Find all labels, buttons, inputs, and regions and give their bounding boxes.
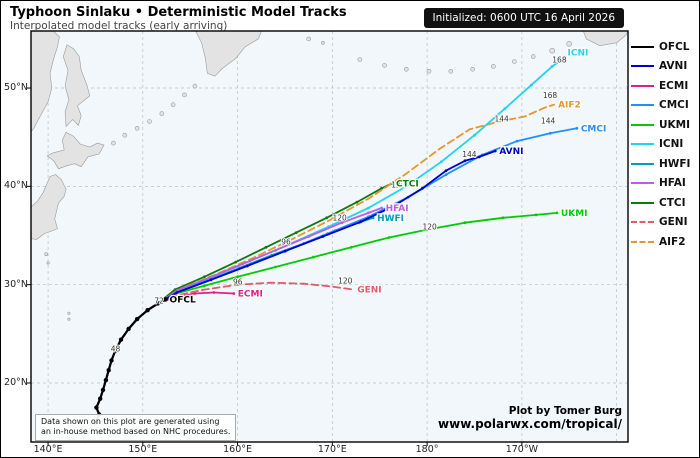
legend-item-geni: GENI <box>631 213 699 233</box>
legend-item-ecmi: ECMI <box>631 76 699 96</box>
hour-marker-label: 168 <box>543 91 558 100</box>
legend-item-ukmi: UKMI <box>631 115 699 135</box>
hour-marker-label: 120 <box>422 223 437 232</box>
lon-tick-label: 150°E <box>128 444 158 455</box>
track-label-geni: GENI <box>357 286 381 296</box>
hour-marker-label: 72 <box>154 296 164 305</box>
track-label-hfai: HFAI <box>386 204 409 214</box>
legend-swatch-hwfi <box>631 162 654 165</box>
lat-tick-label: 20°N <box>4 377 28 388</box>
credit-author: Plot by Tomer Burg <box>508 405 622 417</box>
track-label-avni: AVNI <box>499 147 523 157</box>
legend-swatch-ctci <box>631 201 654 204</box>
lon-tick-label: 180° <box>415 444 439 455</box>
disclaimer-line-2: an in-house method based on NHC procedur… <box>41 427 231 437</box>
legend-swatch-ukmi <box>631 123 654 126</box>
legend-label: AVNI <box>659 60 688 73</box>
model-tracks <box>93 57 579 425</box>
hour-marker-label: 144 <box>541 116 556 125</box>
legend-swatch-ofcl <box>631 45 654 48</box>
track-label-ofcl: OFCL <box>170 295 196 305</box>
legend-swatch-geni <box>631 221 654 224</box>
hour-marker-label: 96 <box>233 278 243 287</box>
graticule-gridlines <box>31 31 628 442</box>
track-label-ecmi: ECMI <box>238 290 263 300</box>
lat-tick-label: 30°N <box>4 278 28 290</box>
hour-marker-label: 96 <box>281 237 291 246</box>
track-label-aif2: AIF2 <box>558 101 581 111</box>
legend-item-cmci: CMCI <box>631 96 699 116</box>
forecast-hour-markers: 48 72 96 96 120 120 120 120 144 144 144 168 168 <box>110 55 568 355</box>
track-label-ctci: CTCI <box>396 179 419 189</box>
legend-item-ofcl: OFCL <box>631 37 699 57</box>
legend-item-avni: AVNI <box>631 57 699 77</box>
legend-swatch-aif2 <box>631 240 654 243</box>
legend-item-icni: ICNI <box>631 135 699 155</box>
legend-label: OFCL <box>659 40 690 53</box>
ocean-background <box>31 31 628 442</box>
legend-label: CTCI <box>659 196 686 209</box>
hour-marker-label: 120 <box>391 180 406 189</box>
legend-label: HWFI <box>659 157 691 170</box>
legend-label: GENI <box>659 216 688 229</box>
hour-marker-label: 144 <box>462 150 477 159</box>
legend-item-ctci: CTCI <box>631 193 699 213</box>
plot-title: Typhoon Sinlaku • Deterministic Model Tr… <box>10 5 347 20</box>
legend-swatch-ecmi <box>631 84 654 87</box>
legend-label: UKMI <box>659 118 691 131</box>
legend: OFCL AVNI ECMI CMCI UKMI ICNI HWFI HFAI CTCI GENI… <box>631 37 699 252</box>
legend-item-hfai: HFAI <box>631 174 699 194</box>
legend-label: HFAI <box>659 177 686 190</box>
disclaimer-note: Data shown on this plot are generated us… <box>35 414 237 441</box>
hour-marker-label: 120 <box>338 277 353 286</box>
hour-marker-label: 48 <box>111 345 121 354</box>
credit-block: Plot by Tomer Burg www.polarwx.com/tropi… <box>438 405 622 431</box>
track-label-icni: ICNI <box>568 49 589 59</box>
legend-swatch-icni <box>631 143 654 146</box>
track-label-ukmi: UKMI <box>561 209 588 219</box>
legend-swatch-avni <box>631 65 654 68</box>
landmasses <box>31 31 628 435</box>
legend-label: ICNI <box>659 138 684 151</box>
plot-subtitle: Interpolated model tracks (early arrivin… <box>10 20 228 32</box>
lon-tick-label: 170°E <box>317 444 347 455</box>
legend-item-hwfi: HWFI <box>631 154 699 174</box>
legend-swatch-hfai <box>631 182 654 185</box>
hour-marker-label: 168 <box>552 55 567 64</box>
legend-label: ECMI <box>659 79 689 92</box>
init-time-badge: Initialized: 0600 UTC 16 April 2026 <box>423 8 624 28</box>
track-label-hwfi: HWFI <box>377 214 404 224</box>
legend-swatch-cmci <box>631 104 654 107</box>
hour-marker-label: 120 <box>332 214 347 223</box>
legend-label: AIF2 <box>659 235 686 248</box>
lon-tick-label: 140°E <box>33 444 63 455</box>
lon-tick-label: 170°W <box>505 444 538 455</box>
lat-tick-label: 50°N <box>4 82 28 94</box>
lon-tick-label: 160°E <box>223 444 253 455</box>
credit-website: www.polarwx.com/tropical/ <box>438 417 622 431</box>
hour-marker-label: 144 <box>494 114 509 123</box>
legend-item-aif2: AIF2 <box>631 232 699 252</box>
track-label-cmci: CMCI <box>581 124 607 134</box>
legend-label: CMCI <box>659 99 689 112</box>
disclaimer-line-1: Data shown on this plot are generated us… <box>41 417 220 426</box>
lat-tick-label: 40°N <box>4 180 28 192</box>
plot-frame <box>30 30 629 443</box>
